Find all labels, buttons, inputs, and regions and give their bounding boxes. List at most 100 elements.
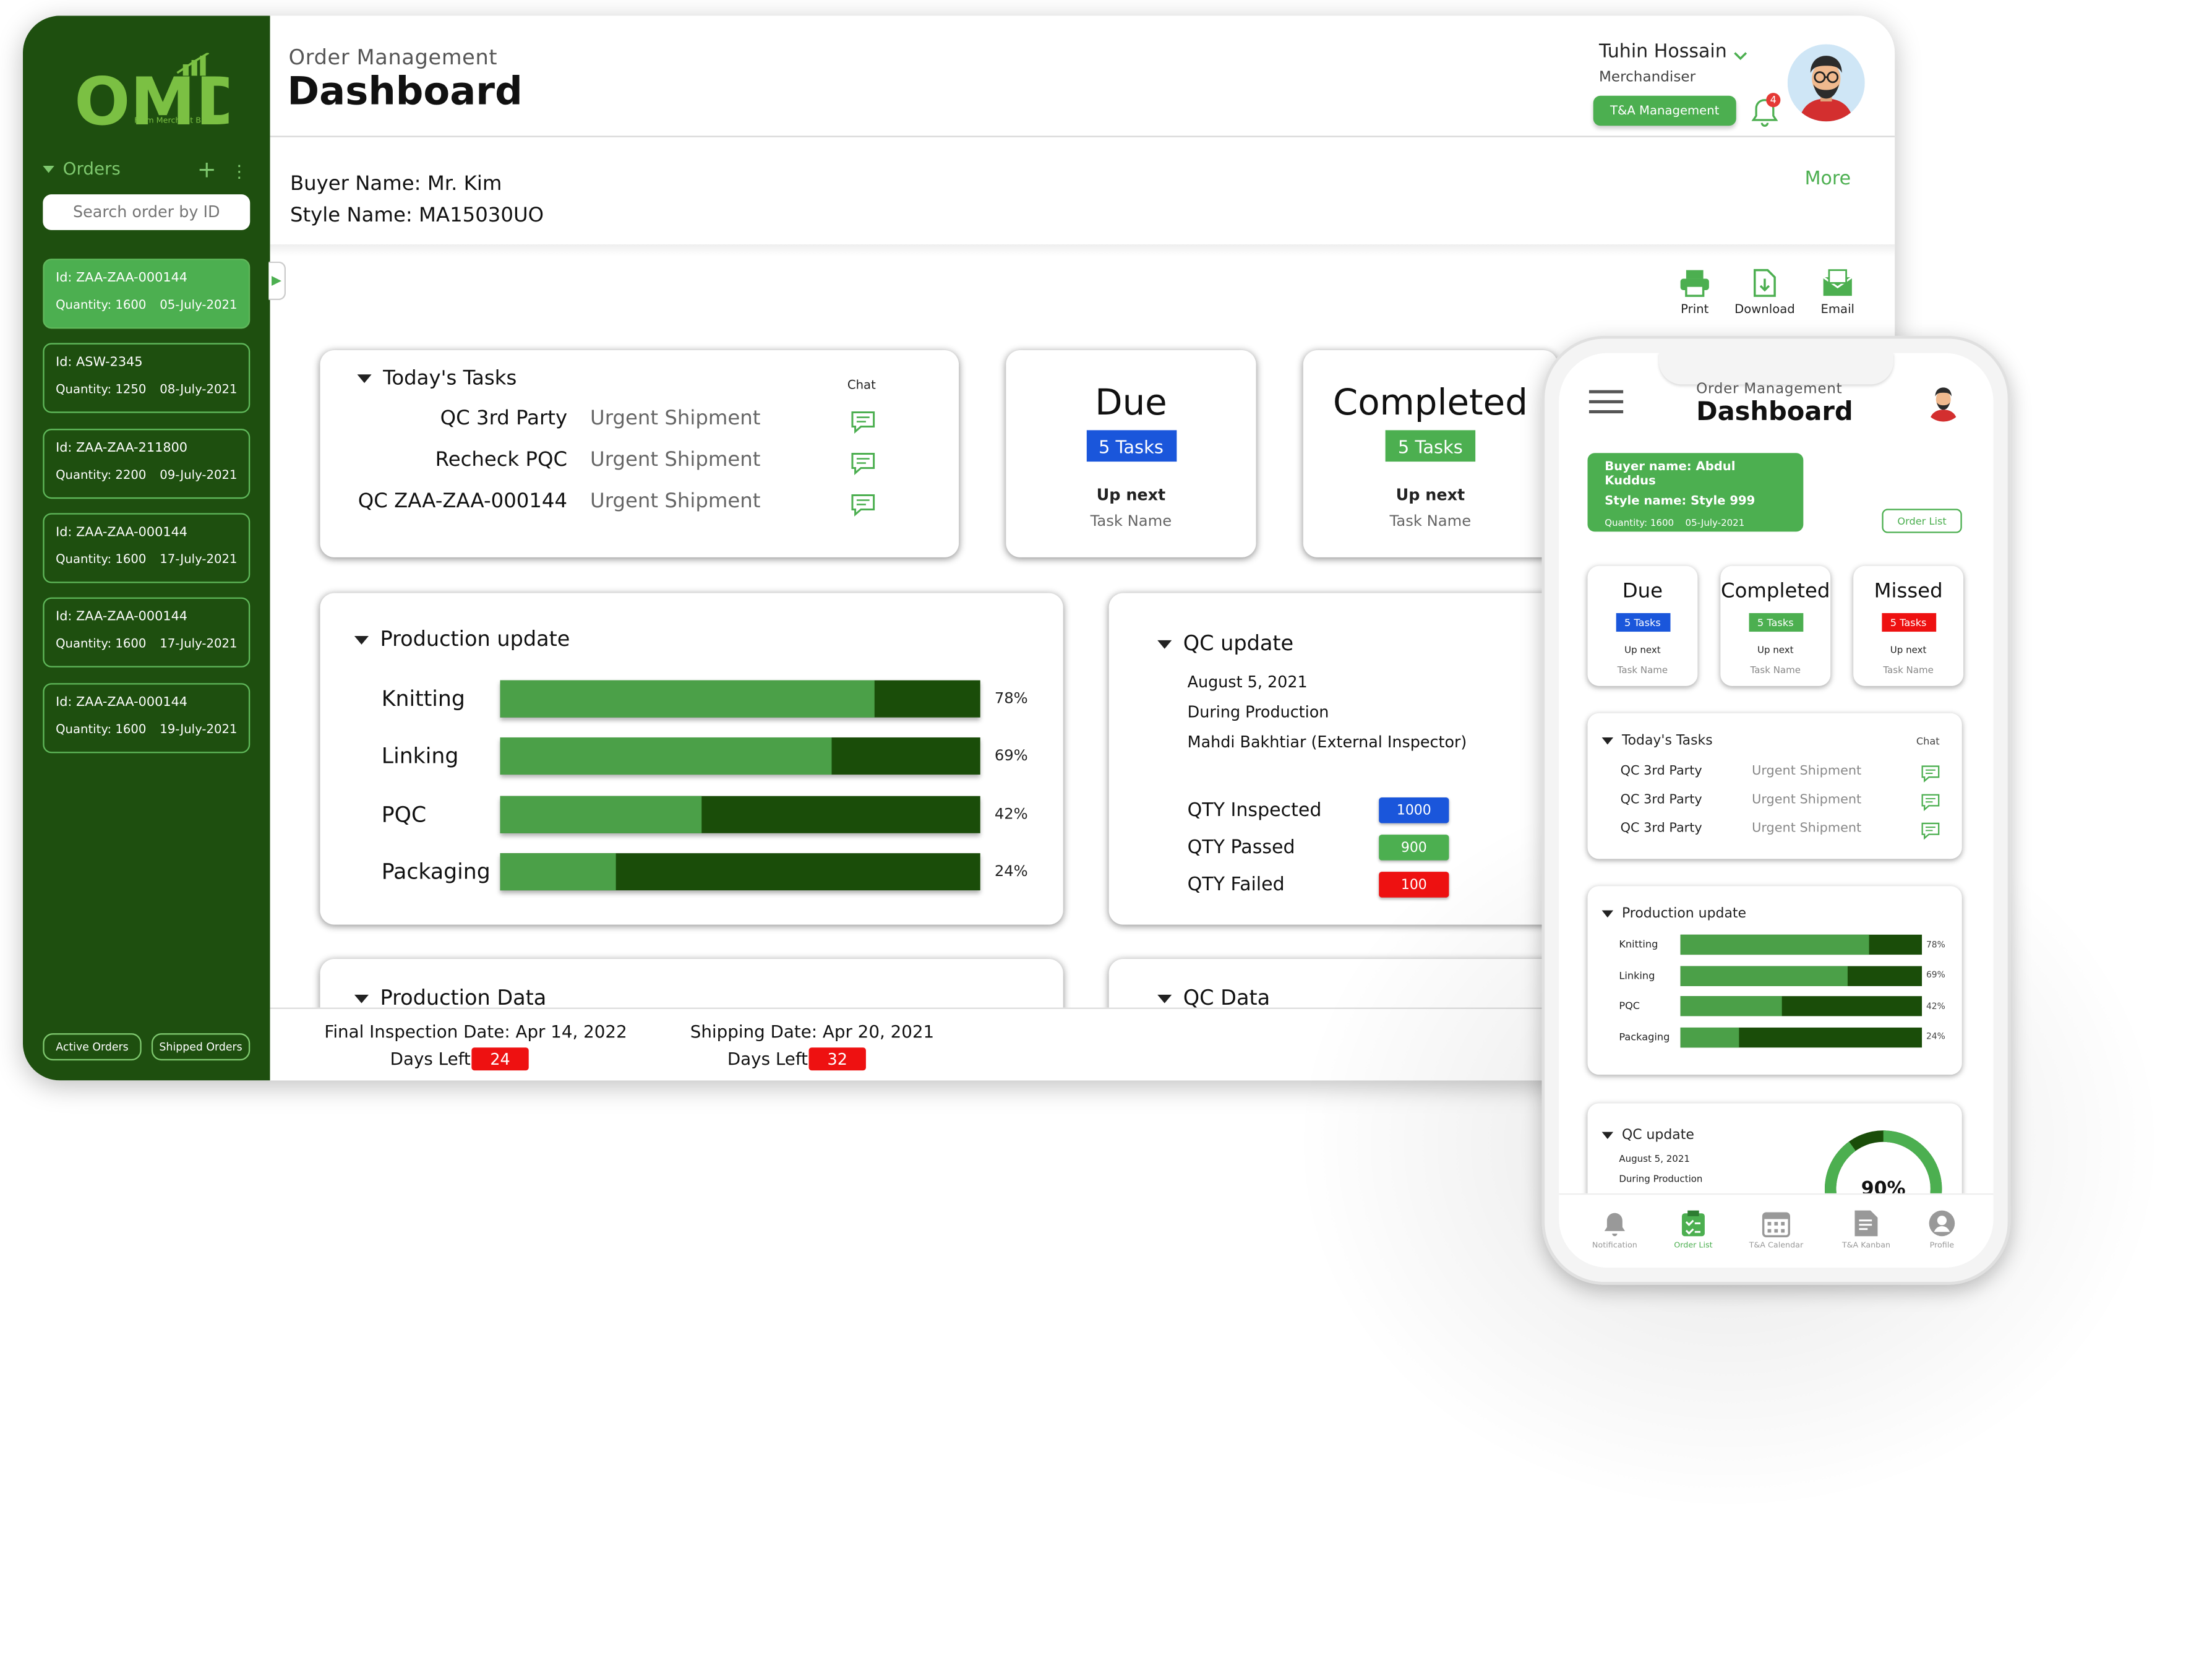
avatar[interactable] (1787, 44, 1865, 122)
order-card[interactable]: Id: ZAA-ZAA-000144 Quantity: 1600 05-July-… (43, 259, 251, 329)
progress-row: Linking 69% (382, 736, 1028, 776)
order-list-button[interactable]: Order List (1882, 509, 1962, 533)
chat-button[interactable] (850, 410, 876, 434)
sidebar-toggle-button[interactable]: ▶ (268, 261, 286, 301)
more-vertical-icon[interactable]: ⋮ (230, 161, 248, 182)
stat-title: Due (1622, 580, 1663, 603)
task-status: Urgent Shipment (590, 490, 761, 513)
order-quantity: Quantity: 1600 (56, 298, 147, 313)
task-row: QC ZAA-ZAA-000144 Urgent Shipment (320, 490, 959, 518)
days-left-badge-1: 24 (471, 1047, 529, 1071)
page-title: Dashboard (287, 70, 523, 114)
task-name: Recheck PQC (435, 449, 568, 472)
order-search-input[interactable] (43, 194, 251, 230)
progress-fill (500, 853, 615, 890)
qty-passed-value: 900 (1379, 835, 1449, 861)
shipped-orders-button[interactable]: Shipped Orders (151, 1033, 251, 1061)
task-name: QC 3rd Party (440, 407, 568, 431)
qty-inspected-value: 1000 (1379, 797, 1449, 823)
mobile-avatar[interactable] (1923, 381, 1964, 422)
order-date: 05-July-2021 (160, 298, 238, 313)
mobile-progress-bar (1680, 934, 1923, 955)
todays-tasks-title: Today's Tasks (383, 367, 517, 390)
active-orders-button[interactable]: Active Orders (43, 1033, 142, 1061)
print-button[interactable]: Print (1662, 268, 1728, 317)
due-card[interactable]: Due 5 Tasks Up next Task Name (1006, 350, 1256, 557)
qc-update-header[interactable]: QC update (1157, 633, 1293, 656)
order-card[interactable]: Id: ZAA-ZAA-000144 Quantity: 1600 17-July-… (43, 598, 251, 668)
nav-ta-kanban[interactable]: T&A Kanban (1830, 1209, 1902, 1250)
nav-profile[interactable]: Profile (1906, 1209, 1978, 1250)
task-status: Urgent Shipment (590, 449, 761, 472)
mobile-progress-bar (1680, 965, 1923, 986)
mobile-chat-button[interactable] (1921, 790, 1940, 817)
order-card[interactable]: Id: ZAA-ZAA-211800 Quantity: 2200 09-July-… (43, 428, 251, 499)
completed-card[interactable]: Completed 5 Tasks Up next Task Name (1303, 350, 1558, 557)
stat-up-next: Up next (1757, 644, 1794, 656)
order-id: Id: ZAA-ZAA-000144 (56, 610, 188, 625)
progress-label: PQC (381, 801, 427, 827)
brand-tagline: From Merchant Bay (134, 117, 211, 126)
mobile-chat-button[interactable] (1921, 819, 1940, 846)
order-card[interactable]: Id: ZAA-ZAA-000144 Quantity: 1600 19-July-… (43, 682, 251, 753)
stat-task-name: Task Name (1883, 664, 1934, 676)
stat-title: Completed (1721, 580, 1830, 603)
nav-order-list[interactable]: Order List (1658, 1209, 1730, 1250)
progress-bar (500, 680, 980, 718)
mobile-todays-tasks-title: Today's Tasks (1621, 733, 1713, 749)
order-card[interactable]: Id: ZAA-ZAA-000144 Quantity: 1600 17-July-… (43, 513, 251, 583)
mobile-progress-row: Packaging 24% (1619, 1026, 1945, 1047)
chat-button[interactable] (850, 493, 876, 517)
qc-data-header[interactable]: QC Data (1157, 987, 1270, 1010)
nav-label: Order List (1674, 1242, 1713, 1251)
mobile-production-update-card: Production update Knitting 78% Linking 69% P… (1587, 886, 1962, 1075)
stat-title: Missed (1874, 580, 1943, 603)
order-meta: Quantity: 1600 05-July-2021 (56, 299, 237, 313)
ta-management-button[interactable]: T&A Management (1593, 95, 1736, 126)
kanban-icon (1854, 1210, 1878, 1237)
nav-ta-calendar[interactable]: T&A Calendar (1741, 1209, 1812, 1250)
download-button[interactable]: Download (1732, 268, 1798, 317)
phone-mockup: Order Management Dashboard Buyer name: A… (1541, 335, 2011, 1285)
mobile-todays-tasks-header[interactable]: Today's Tasks (1601, 733, 1713, 749)
user-name[interactable]: Tuhin Hossain (1598, 41, 1727, 63)
add-order-icon[interactable]: + (197, 155, 216, 183)
due-task-name: Task Name (1090, 513, 1172, 531)
qc-stage: During Production (1187, 703, 1329, 722)
mobile-qc-update-header[interactable]: QC update (1601, 1128, 1694, 1143)
chevron-down-icon[interactable] (1733, 50, 1747, 61)
progress-fill (500, 795, 702, 833)
mobile-progress-row: PQC 42% (1619, 996, 1945, 1016)
mobile-chat-button[interactable] (1921, 762, 1940, 789)
production-update-header[interactable]: Production update (354, 629, 570, 651)
mobile-task-name: QC 3rd Party (1620, 793, 1702, 808)
mobile-task-name: QC 3rd Party (1620, 764, 1702, 779)
mobile-progress-label: PQC (1619, 1000, 1640, 1012)
hamburger-menu-icon[interactable] (1588, 389, 1624, 414)
final-inspection-date: Final Inspection Date: Apr 14, 2022 (324, 1021, 627, 1042)
more-link[interactable]: More (1804, 168, 1851, 191)
mobile-stat-card[interactable]: Due 5 Tasks Up next Task Name (1587, 565, 1698, 686)
order-quantity: Quantity: 1250 (56, 383, 147, 398)
qty-passed-label: QTY Passed (1187, 837, 1295, 859)
mobile-production-update-header[interactable]: Production update (1601, 906, 1746, 922)
chat-button[interactable] (850, 452, 876, 476)
order-meta: Quantity: 1250 08-July-2021 (56, 384, 237, 398)
days-left-label-1: Days Left (390, 1049, 471, 1069)
order-date: 08-July-2021 (160, 383, 238, 398)
chat-icon (851, 494, 875, 517)
mobile-stat-card[interactable]: Completed 5 Tasks Up next Task Name (1720, 565, 1831, 686)
production-data-header[interactable]: Production Data (354, 987, 546, 1010)
orders-header[interactable]: Orders (43, 158, 121, 179)
order-card[interactable]: Id: ASW-2345 Quantity: 1250 08-July-2021 (43, 343, 251, 414)
order-date: 17-July-2021 (160, 637, 238, 652)
nav-notification[interactable]: Notification (1579, 1209, 1651, 1250)
email-button[interactable]: Email (1805, 268, 1871, 317)
todays-tasks-header[interactable]: Today's Tasks (357, 367, 517, 390)
mobile-style-name: Style name: Style 999 (1605, 494, 1755, 509)
completed-task-name: Task Name (1389, 513, 1472, 531)
progress-row: Knitting 78% (382, 679, 1028, 719)
sidebar: OMD From Merchant Bay Orders +⋮ Id: ZAA-… (22, 15, 270, 1081)
phone-screen: Order Management Dashboard Buyer name: A… (1559, 353, 1994, 1268)
mobile-stat-card[interactable]: Missed 5 Tasks Up next Task Name (1853, 565, 1964, 686)
